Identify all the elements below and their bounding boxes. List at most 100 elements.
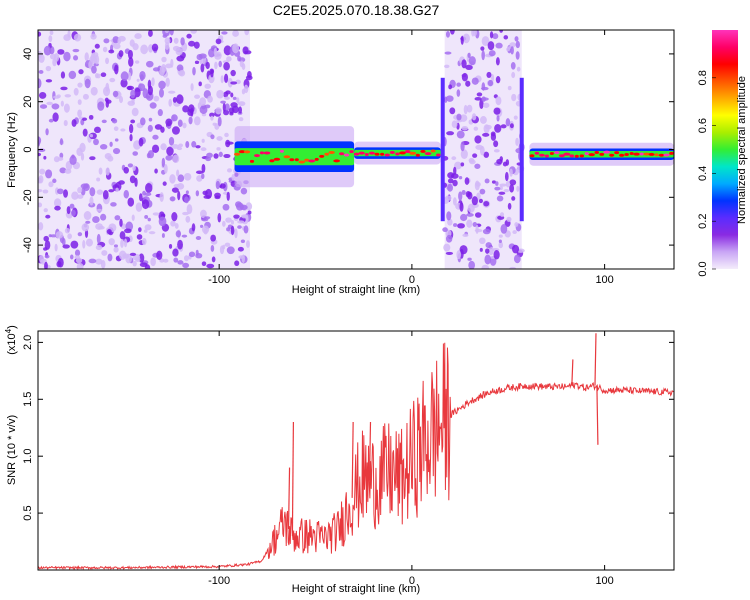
noise-blob xyxy=(226,56,232,62)
snr-spike xyxy=(368,422,372,481)
noise-blob xyxy=(106,229,112,235)
noise-blob xyxy=(454,161,462,170)
noise-blob xyxy=(479,188,486,195)
noise-blob xyxy=(99,144,108,150)
noise-blob xyxy=(515,51,520,60)
noise-blob xyxy=(500,212,505,218)
noise-blob xyxy=(114,64,119,75)
colorbar-tick-label: 0.8 xyxy=(697,70,709,85)
noise-blob xyxy=(104,153,112,160)
signal-peak xyxy=(324,152,330,156)
noise-blob xyxy=(38,31,42,37)
noise-blob xyxy=(461,125,469,131)
spectrogram-y-tick-label: 40 xyxy=(22,48,34,60)
noise-blob xyxy=(488,246,494,256)
noise-blob xyxy=(181,234,188,238)
noise-blob xyxy=(44,254,50,259)
noise-blob xyxy=(242,46,249,55)
noise-blob xyxy=(112,36,120,44)
noise-blob xyxy=(213,153,219,159)
noise-blob xyxy=(241,214,249,219)
noise-blob xyxy=(481,50,485,61)
noise-blob xyxy=(114,215,121,221)
signal-peak xyxy=(269,159,275,163)
noise-blob xyxy=(205,61,210,70)
noise-blob xyxy=(193,41,200,49)
noise-blob xyxy=(180,37,185,46)
noise-blob xyxy=(210,245,215,252)
noise-blob xyxy=(156,250,163,260)
noise-blob xyxy=(80,183,89,189)
noise-blob xyxy=(48,181,54,188)
noise-blob xyxy=(96,233,101,244)
colorbar-tick-label: 0.6 xyxy=(697,118,709,133)
noise-blob xyxy=(226,141,234,145)
noise-blob xyxy=(171,187,179,193)
signal-peak xyxy=(563,152,571,156)
noise-blob xyxy=(108,238,115,246)
noise-blob xyxy=(493,140,499,148)
noise-blob xyxy=(236,97,240,104)
signal-peak xyxy=(259,151,264,155)
noise-blob xyxy=(485,242,492,249)
noise-blob xyxy=(102,46,108,53)
noise-blob xyxy=(509,123,514,129)
noise-blob xyxy=(88,258,97,264)
noise-blob xyxy=(98,225,105,230)
noise-blob xyxy=(203,195,212,199)
noise-blob xyxy=(239,204,248,211)
noise-blob xyxy=(462,233,469,237)
noise-blob xyxy=(169,174,176,184)
noise-blob xyxy=(210,234,217,242)
noise-blob xyxy=(174,222,179,229)
noise-blob xyxy=(247,70,252,79)
noise-blob xyxy=(484,124,492,130)
noise-blob xyxy=(224,103,230,111)
noise-blob xyxy=(38,136,42,145)
noise-blob xyxy=(168,244,173,249)
noise-blob xyxy=(456,250,462,260)
noise-blob xyxy=(134,87,141,98)
signal-peak xyxy=(614,151,620,155)
colorbar-tick-label: 0.4 xyxy=(697,166,709,181)
signal-peak xyxy=(254,154,260,158)
noise-blob xyxy=(445,30,450,38)
signal-peak xyxy=(554,151,560,155)
spectrogram-y-tick-label: 0 xyxy=(22,146,34,152)
noise-blob xyxy=(63,51,71,62)
noise-blob xyxy=(113,246,119,253)
noise-blob xyxy=(148,117,153,122)
noise-blob xyxy=(467,52,471,58)
noise-blob xyxy=(226,168,233,173)
signal-peak xyxy=(283,155,291,159)
noise-blob xyxy=(109,77,116,83)
noise-blob xyxy=(101,250,108,256)
noise-blob xyxy=(465,80,471,87)
snr-x-label: Height of straight line (km) xyxy=(292,583,420,595)
noise-blob xyxy=(172,248,179,257)
noise-blob xyxy=(452,197,457,206)
noise-blob xyxy=(207,95,213,103)
noise-blob xyxy=(92,51,99,58)
noise-blob xyxy=(168,136,175,146)
noise-blob xyxy=(53,52,60,62)
noise-blob xyxy=(243,225,249,234)
noise-blob xyxy=(190,30,197,34)
edge-spike xyxy=(440,77,445,222)
signal-peak xyxy=(384,153,390,157)
noise-blob xyxy=(97,101,105,111)
snr-spike xyxy=(351,422,354,498)
noise-blob xyxy=(445,234,453,243)
signal-peak xyxy=(308,159,316,163)
noise-blob xyxy=(198,81,202,87)
noise-blob xyxy=(215,38,222,45)
noise-blob xyxy=(145,182,153,193)
noise-blob xyxy=(38,152,42,157)
noise-blob xyxy=(39,254,44,263)
noise-blob xyxy=(158,80,166,90)
signal-peak xyxy=(633,152,640,156)
signal-peak xyxy=(399,151,406,155)
noise-blob xyxy=(141,237,147,246)
snr-y-multiplier-exp: 4 xyxy=(4,328,13,333)
noise-blob xyxy=(159,192,164,202)
